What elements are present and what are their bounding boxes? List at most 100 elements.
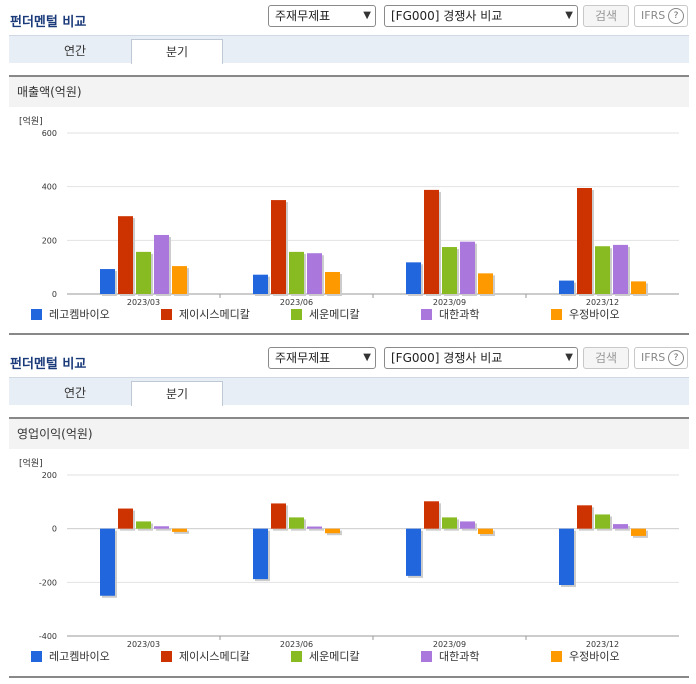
bar (172, 528, 187, 532)
y-tick-label: -200 (39, 578, 57, 587)
bar (307, 526, 322, 529)
search-button[interactable]: 검색 (583, 5, 629, 27)
period-tabs: 연간 분기 (9, 377, 689, 406)
statement-select[interactable]: 주재무제표 ▼ (268, 347, 376, 369)
bar (136, 521, 151, 529)
legend-label: 우정바이오 (569, 650, 620, 663)
page-title: 펀더멘털 비교 (10, 357, 87, 372)
bar-shadow (156, 528, 171, 531)
divider (9, 333, 689, 335)
x-tick-label: 2023/06 (280, 640, 313, 649)
legend-swatch (551, 309, 562, 320)
y-tick-label: 200 (42, 236, 57, 245)
x-tick-label: 2023/09 (433, 298, 466, 307)
bar (613, 244, 628, 294)
chevron-down-icon: ▼ (363, 10, 371, 21)
legend-swatch (421, 309, 432, 320)
divider (9, 676, 689, 678)
bar (577, 188, 592, 294)
legend-label: 세운메디칼 (309, 650, 360, 663)
bar (595, 246, 610, 294)
y-tick-label: 400 (42, 183, 57, 192)
bar (577, 505, 592, 529)
legend-swatch (31, 651, 42, 662)
bar (325, 271, 340, 294)
revenue-chart: [억원] 0 200 400 600 2023/03 2023/06 2023/09 2023/… (19, 115, 679, 321)
bar (559, 280, 574, 294)
y-tick-label: 600 (42, 129, 57, 138)
bar-shadow (174, 530, 189, 534)
tab-quarterly[interactable]: 분기 (131, 381, 223, 406)
bar (460, 521, 475, 529)
legend-label: 제이시스메디칼 (179, 308, 250, 321)
y-tick-label: 0 (52, 290, 57, 299)
legend-swatch (31, 309, 42, 320)
bar (271, 200, 286, 294)
bar-shadow (309, 528, 324, 531)
x-tick-label: 2023/03 (127, 640, 160, 649)
panel-operating-income: 펀더멘털 비교 주재무제표 ▼ [FG000] 경쟁사 비교 ▼ 검색 IFRS? … (0, 342, 696, 684)
x-tick-label: 2023/06 (280, 298, 313, 307)
bar (307, 253, 322, 294)
bar (325, 528, 340, 534)
bar (478, 528, 493, 535)
ifrs-button[interactable]: IFRS? (634, 347, 688, 369)
bar (631, 528, 646, 536)
bar (154, 234, 169, 294)
legend-swatch (161, 309, 172, 320)
legend-swatch (161, 651, 172, 662)
x-tick-label: 2023/12 (586, 298, 619, 307)
chevron-down-icon: ▼ (565, 10, 573, 21)
bar (118, 216, 133, 294)
bar (154, 526, 169, 529)
peer-select[interactable]: [FG000] 경쟁사 비교 ▼ (384, 347, 578, 369)
bar (406, 528, 421, 576)
search-button[interactable]: 검색 (583, 347, 629, 369)
x-tick-label: 2023/12 (586, 640, 619, 649)
bar (289, 251, 304, 294)
bar (442, 517, 457, 529)
y-tick-label: 200 (42, 471, 57, 480)
period-tabs: 연간 분기 (9, 35, 689, 64)
tab-annual[interactable]: 연간 (63, 386, 87, 400)
bar (559, 528, 574, 586)
bar (460, 241, 475, 294)
peer-select[interactable]: [FG000] 경쟁사 비교 ▼ (384, 5, 578, 27)
bar (271, 503, 286, 529)
tab-annual[interactable]: 연간 (63, 44, 87, 58)
legend-label: 제이시스메디칼 (179, 650, 250, 663)
bar (253, 274, 268, 294)
statement-select[interactable]: 주재무제표 ▼ (268, 5, 376, 27)
bar (613, 524, 628, 529)
chevron-down-icon: ▼ (565, 352, 573, 363)
legend-label: 대한과학 (439, 308, 479, 321)
panel-revenue: 펀더멘털 비교 주재무제표 ▼ [FG000] 경쟁사 비교 ▼ 검색 IFRS? … (0, 0, 696, 340)
legend-swatch (291, 651, 302, 662)
ifrs-button[interactable]: IFRS? (634, 5, 688, 27)
chart-title: 매출액(억원) (9, 75, 689, 107)
bar (100, 269, 115, 294)
y-axis-unit: [억원] (19, 457, 43, 469)
bar (406, 262, 421, 294)
bar (442, 247, 457, 294)
y-tick-label: 0 (52, 525, 57, 534)
bar (172, 266, 187, 294)
chart-title: 영업이익(억원) (9, 417, 689, 449)
page-title: 펀더멘털 비교 (10, 15, 87, 30)
y-axis-unit: [억원] (19, 115, 43, 127)
chevron-down-icon: ▼ (363, 352, 371, 363)
legend-swatch (421, 651, 432, 662)
bar (136, 251, 151, 294)
legend-label: 세운메디칼 (309, 308, 360, 321)
bar (100, 528, 115, 596)
bar (478, 273, 493, 294)
bar (289, 517, 304, 529)
bar (631, 281, 646, 294)
bar (424, 501, 439, 529)
legend-label: 레고켐바이오 (49, 650, 110, 663)
help-icon: ? (668, 8, 684, 24)
legend-label: 대한과학 (439, 650, 479, 663)
bar (424, 189, 439, 294)
tab-quarterly[interactable]: 분기 (131, 39, 223, 64)
legend-label: 우정바이오 (569, 308, 620, 321)
